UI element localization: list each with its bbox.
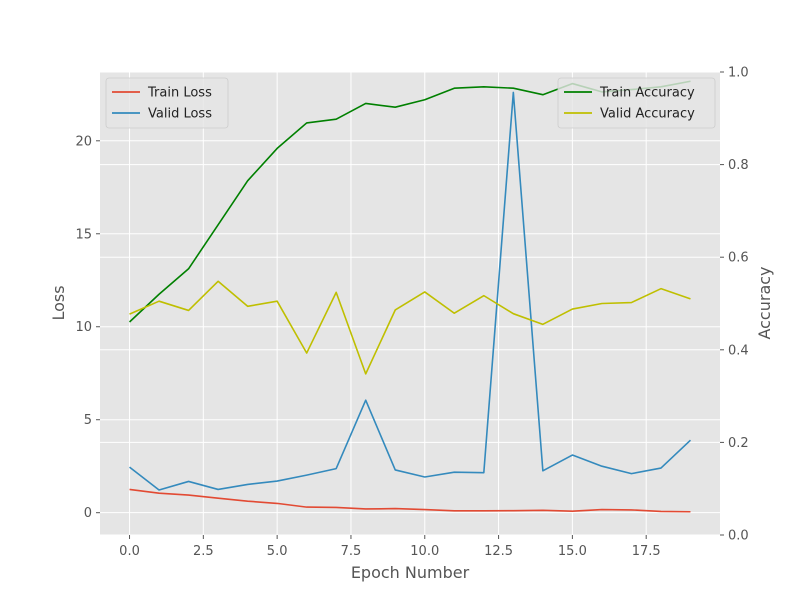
x-tick-label: 15.0 (558, 544, 587, 559)
x-tick-label: 10.0 (410, 544, 439, 559)
left-y-tick-label: 5 (84, 413, 92, 428)
x-tick-label: 7.5 (341, 544, 362, 559)
left-y-tick-label: 15 (75, 227, 92, 242)
right-y-tick-label: 0.0 (728, 529, 749, 544)
legend-box (557, 77, 716, 129)
right-y-tick-label: 0.2 (728, 436, 749, 451)
legend-loss: Train Loss Valid Loss (105, 77, 229, 129)
left-y-axis-label: Loss (49, 285, 68, 320)
valid-accuracy-line (129, 280, 691, 375)
legend-label-valid-loss: Valid Loss (148, 107, 212, 122)
right-y-tick-label: 0.4 (728, 343, 749, 358)
legend-label-train-loss: Train Loss (147, 86, 212, 101)
left-y-tick-label: 20 (75, 134, 92, 149)
right-y-tick-label: 1.0 (728, 66, 749, 81)
right-y-tick-label: 0.6 (728, 251, 749, 266)
x-tick-label: 12.5 (484, 544, 513, 559)
x-tick-label: 0.0 (119, 544, 140, 559)
legend-accuracy: Train Accuracy Valid Accuracy (557, 77, 716, 129)
legend-box (105, 77, 229, 129)
left-y-tick-label: 0 (84, 506, 92, 521)
x-tick-label: 17.5 (632, 544, 661, 559)
train-loss-line (129, 488, 691, 513)
x-axis-label: Epoch Number (351, 563, 470, 582)
x-axis-ticks: 0.0 2.5 5.0 7.5 10.0 12.5 15.0 17.5 (119, 535, 661, 559)
x-tick-label: 5.0 (267, 544, 288, 559)
legend-label-valid-accuracy: Valid Accuracy (600, 107, 695, 122)
left-y-axis-ticks: 0 5 10 15 20 (75, 134, 100, 521)
left-y-tick-label: 10 (75, 320, 92, 335)
right-y-tick-label: 0.8 (728, 158, 749, 173)
valid-loss-line (129, 91, 692, 491)
legend-label-train-accuracy: Train Accuracy (599, 86, 695, 101)
right-y-axis-ticks: 0.0 0.2 0.4 0.6 0.8 1.0 (720, 66, 749, 544)
x-tick-label: 2.5 (193, 544, 214, 559)
right-y-axis-label: Accuracy (755, 266, 774, 339)
